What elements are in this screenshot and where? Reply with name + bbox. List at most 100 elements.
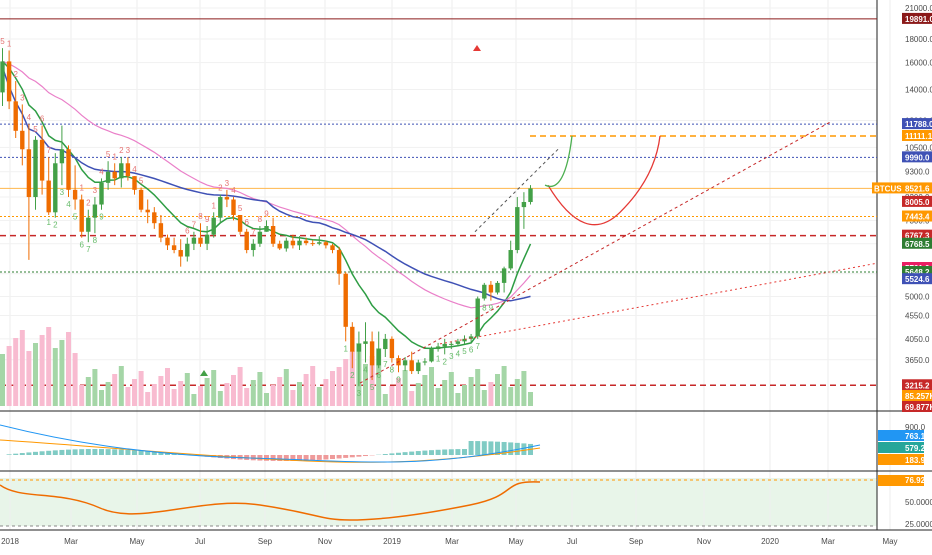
candle-body — [152, 212, 156, 223]
volume-bar — [495, 374, 500, 406]
macd-histogram-bar — [416, 451, 421, 455]
macd-histogram-bar — [66, 450, 71, 455]
volume-bar — [330, 371, 335, 406]
volume-bar — [7, 346, 12, 406]
candle-body — [14, 101, 18, 130]
td-buy-count: 6 — [469, 345, 474, 354]
candle-body — [410, 360, 414, 371]
price-tag-text: 69.877K — [905, 403, 932, 412]
volume-bar — [304, 374, 309, 406]
x-tick-label: Nov — [697, 537, 711, 546]
macd-histogram-bar — [125, 450, 130, 455]
td-buy-count: 7 — [86, 245, 91, 254]
td-sell-count: 5 — [238, 204, 243, 213]
volume-bar — [66, 332, 71, 406]
price-tag-text: 7443.4 — [905, 213, 930, 222]
td-sell-count: 6 — [185, 227, 190, 236]
volume-bar — [86, 377, 91, 406]
price-tag-text: 11788.0 — [905, 120, 932, 129]
volume-bar — [73, 353, 78, 406]
td-buy-count: 3 — [449, 352, 454, 361]
volume-bar — [231, 375, 236, 406]
td-sell-count: 4 — [132, 165, 137, 174]
macd-histogram-bar — [20, 453, 25, 455]
price-tag-text: 11111.1 — [905, 132, 932, 141]
candle-body — [363, 341, 367, 344]
candle-body — [522, 202, 526, 207]
macd-histogram-bar — [422, 451, 427, 455]
td-sell-count: 4 — [231, 186, 236, 195]
candle-body — [40, 140, 44, 181]
macd-histogram-bar — [436, 450, 441, 455]
candle-body — [390, 339, 394, 358]
macd-histogram-bar — [455, 449, 460, 455]
macd-histogram-bar — [73, 449, 78, 455]
volume-bar — [198, 386, 203, 406]
volume-bar — [251, 380, 256, 406]
volume-bar — [26, 351, 31, 406]
volume-bar — [521, 371, 526, 406]
td-buy-count: 1 — [46, 218, 51, 227]
candle-body — [165, 238, 169, 246]
candle-body — [198, 238, 202, 244]
x-tick-label: Mar — [445, 537, 459, 546]
volume-bar — [165, 368, 170, 406]
macd-histogram-bar — [350, 455, 355, 457]
volume-bar — [409, 391, 414, 406]
macd-histogram-bar — [264, 455, 269, 461]
volume-bar — [436, 388, 441, 406]
candle-body — [99, 183, 103, 205]
td-sell-count: 2 — [218, 184, 223, 193]
candle-body — [330, 245, 334, 250]
macd-histogram-bar — [40, 451, 45, 455]
candle-body — [238, 215, 242, 232]
volume-bar — [172, 389, 177, 406]
volume-bar — [317, 387, 322, 406]
td-sell-count: 5 — [106, 150, 111, 159]
volume-bar — [211, 370, 216, 406]
td-sell-count: 4 — [99, 167, 104, 176]
macd-histogram-bar — [79, 449, 84, 455]
volume-bar — [59, 340, 64, 406]
macd-histogram-bar — [508, 442, 513, 455]
y-tick-label: 9300.0 — [905, 168, 930, 177]
macd-histogram-bar — [409, 452, 414, 455]
macd-histogram-bar — [26, 452, 31, 455]
volume-bar — [46, 327, 51, 406]
macd-histogram-bar — [112, 449, 117, 455]
price-tag-text: 6768.5 — [905, 240, 930, 249]
volume-bar — [218, 391, 223, 406]
candle-body — [456, 341, 460, 344]
td-sell-count: 3 — [20, 93, 25, 102]
candle-body — [251, 244, 255, 250]
td-sell-count: 5 — [0, 37, 5, 46]
candle-body — [278, 244, 282, 249]
rsi-tick-label: 25.0000 — [905, 520, 932, 529]
candle-body — [271, 226, 275, 244]
x-tick-label: Jul — [195, 537, 205, 546]
td-buy-count: 2 — [53, 221, 58, 230]
macd-histogram-bar — [310, 455, 315, 460]
macd-histogram-bar — [132, 450, 137, 455]
volume-bar — [132, 379, 137, 406]
macd-histogram-bar — [462, 449, 467, 455]
x-tick-label: Mar — [64, 537, 78, 546]
candle-body — [436, 346, 440, 349]
candle-body — [7, 61, 11, 101]
volume-bar — [515, 379, 520, 406]
td-buy-count: 8 — [482, 304, 487, 313]
candle-body — [304, 241, 308, 243]
y-tick-label: 14000.0 — [905, 86, 932, 95]
candle-body — [106, 172, 110, 183]
macd-histogram-bar — [469, 441, 474, 455]
volume-bar — [238, 367, 243, 406]
td-buy-count: 4 — [66, 200, 71, 209]
td-buy-count: 8 — [390, 366, 395, 375]
volume-bar — [13, 338, 18, 406]
macd-tag-text: 183.9 — [905, 456, 926, 465]
volume-bar — [383, 394, 388, 406]
td-sell-count: 7 — [251, 228, 256, 237]
